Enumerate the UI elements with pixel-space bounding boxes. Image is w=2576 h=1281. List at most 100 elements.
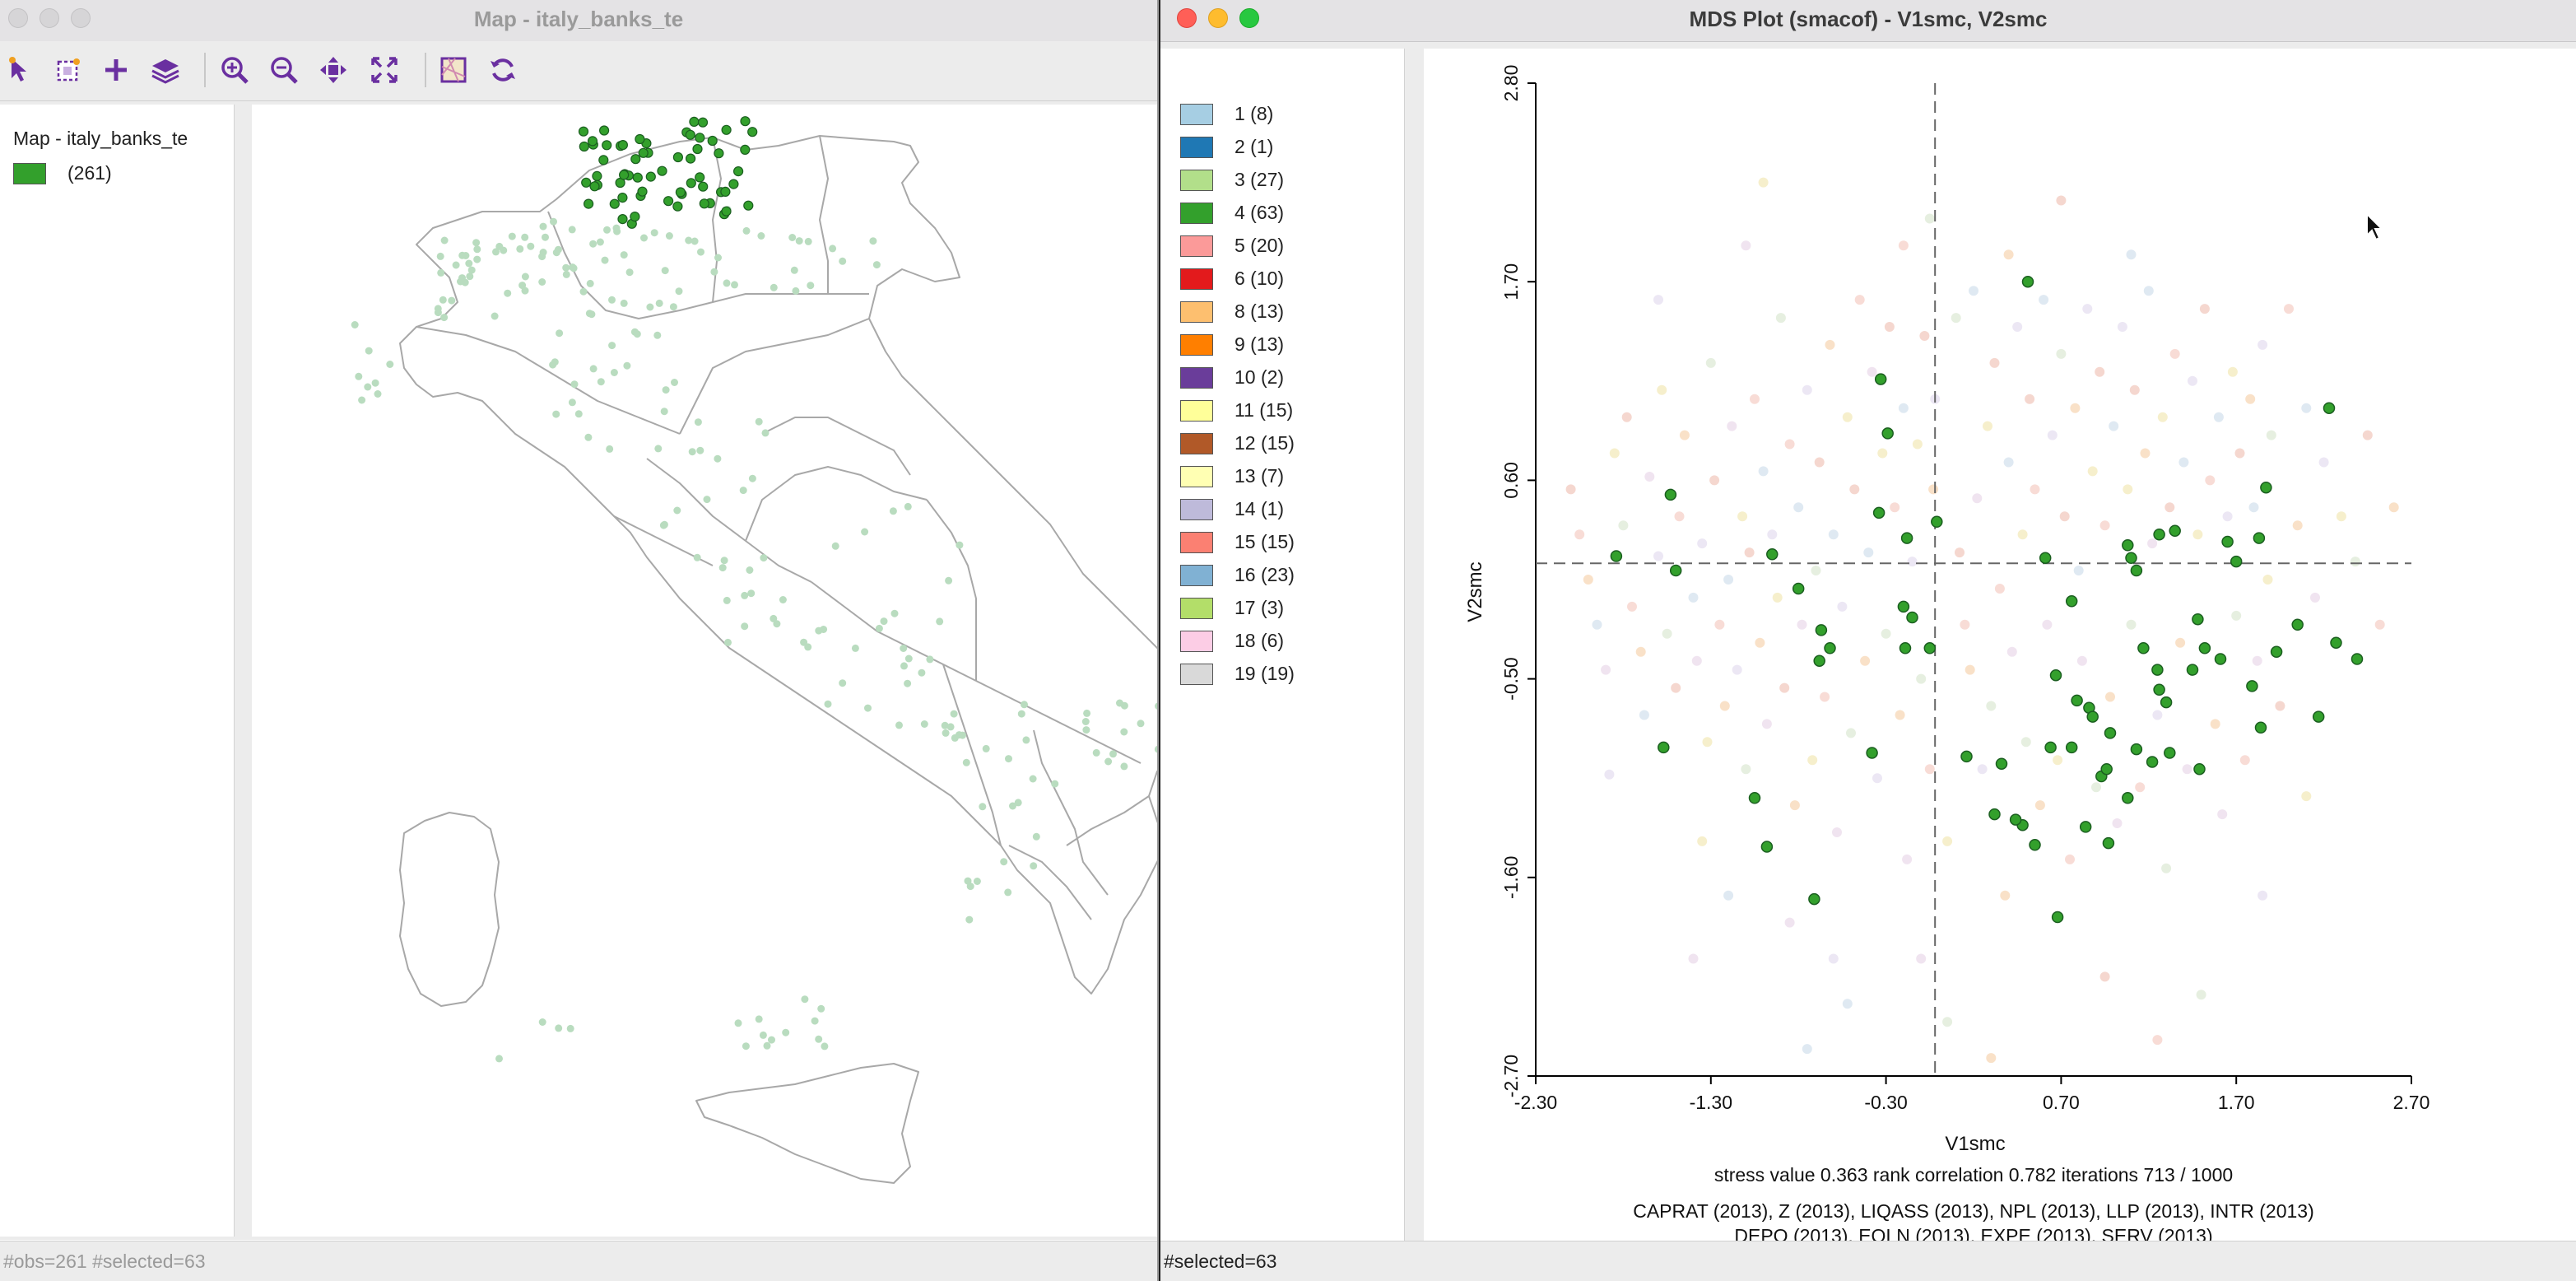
mds-legend-item[interactable]: 17 (3) [1180,597,1284,619]
bank-point-unselected [1005,755,1012,763]
bank-point-selected [740,116,751,127]
zoom-window-button[interactable] [1239,8,1259,28]
mds-point-unselected [1860,655,1871,666]
select-arrow-icon[interactable] [2,51,40,89]
bank-point-selected [728,179,739,189]
mds-point-unselected [2178,457,2189,468]
mds-point-unselected [2070,403,2081,413]
bank-point-unselected [457,277,464,286]
bank-point-unselected [760,554,768,562]
mds-legend-item[interactable]: 4 (63) [1180,202,1284,224]
mds-point-unselected [2199,304,2210,314]
mds-point-selected [2009,813,2022,826]
bank-point-unselected [439,296,447,304]
bank-point-selected [617,139,628,151]
mds-legend-item[interactable]: 1 (8) [1180,103,1273,125]
add-layer-plus-icon[interactable] [97,51,135,89]
bank-point-unselected [829,245,837,253]
pan-icon[interactable] [314,51,352,89]
mds-point-unselected [2217,809,2228,820]
bank-point-selected [732,165,744,177]
full-extent-icon[interactable] [365,51,403,89]
zoom-out-icon[interactable] [265,51,303,89]
mds-point-unselected [2350,557,2360,567]
bank-point-unselected [904,679,912,687]
mds-legend-item[interactable]: 15 (15) [1180,531,1295,553]
mds-legend-item[interactable]: 16 (23) [1180,564,1295,586]
mds-scatter-plot[interactable]: -2.30 -1.30 -0.30 0.70 1.70 2.70 2.80 1.70 0.60 -… [1424,49,2576,1246]
italy-map[interactable] [252,105,1157,1237]
mds-legend-item[interactable]: 13 (7) [1180,465,1284,487]
mds-point-unselected [1797,619,1807,630]
mds-point-unselected [2336,511,2346,522]
mds-legend-item[interactable]: 3 (27) [1180,169,1284,191]
mds-legend-item[interactable]: 11 (15) [1180,399,1293,422]
mds-legend-item[interactable]: 12 (15) [1180,432,1295,454]
mds-point-selected [1923,642,1937,654]
bank-point-unselected [675,287,683,296]
select-layer-icon[interactable] [49,51,87,89]
bank-point-unselected [654,445,663,453]
bank-point-unselected [890,609,899,617]
mds-point-unselected [2099,520,2110,531]
mds-legend-item[interactable]: 2 (1) [1180,136,1273,158]
mds-point-unselected [2239,755,2250,766]
bank-point-selected [721,206,732,217]
mds-point-selected [2039,552,2052,564]
close-window-button[interactable] [1177,8,1197,28]
basemap-icon[interactable] [435,51,472,89]
mds-point-selected [2198,642,2211,654]
mds-point-unselected [1714,619,1725,630]
map-legend-item[interactable]: (261) [13,162,112,184]
bank-point-unselected [757,232,765,240]
bank-point-unselected [748,474,756,482]
map-canvas[interactable] [252,105,1157,1237]
mds-point-selected [2049,668,2062,682]
mds-point-selected [2151,664,2164,676]
mds-point-unselected [1846,728,1856,738]
mds-legend-item[interactable]: 9 (13) [1180,333,1284,356]
bank-point-unselected [660,408,668,416]
mds-point-unselected [2196,990,2206,1000]
bank-point-selected [685,153,696,164]
bank-point-unselected [761,429,770,437]
mds-legend-item[interactable]: 14 (1) [1180,498,1284,520]
mds-legend-pane: 1 (8) 2 (1) 3 (27) 4 (63) 5 (20) 6 (10) 8 (13)… [1160,49,1405,1241]
zoom-window-button[interactable] [71,8,91,28]
bank-point-unselected [1000,858,1008,866]
mds-plot-area[interactable]: -2.30 -1.30 -0.30 0.70 1.70 2.70 2.80 1.70 0.60 -… [1424,49,2576,1246]
refresh-icon[interactable] [484,51,522,89]
mds-point-unselected [2056,195,2067,206]
bank-point-unselected [671,379,678,386]
mds-legend-item[interactable]: 6 (10) [1180,268,1284,290]
mds-point-unselected [1639,710,1649,720]
mds-point-unselected [1867,366,1877,377]
bank-point-unselected [790,266,798,274]
layers-icon[interactable] [146,51,184,89]
mds-point-unselected [1842,412,1853,422]
mds-legend-item[interactable]: 10 (2) [1180,366,1284,389]
mds-legend-item[interactable]: 8 (13) [1180,300,1284,323]
mainland-outline [399,135,1157,995]
bank-point-unselected [570,380,579,389]
bank-point-unselected [900,662,908,670]
mds-legend-item[interactable]: 19 (19) [1180,663,1295,685]
mds-point-unselected [1965,664,1975,675]
minimize-window-button[interactable] [1208,8,1228,28]
mds-legend-item[interactable]: 18 (6) [1180,630,1284,652]
close-window-button[interactable] [8,8,28,28]
bank-point-unselected [521,286,529,295]
mds-point-unselected [1960,619,1970,630]
bank-point-unselected [703,496,711,504]
mds-point-unselected [1688,592,1699,603]
mds-point-selected [1988,808,2001,821]
minimize-window-button[interactable] [40,8,59,28]
mds-point-unselected [1828,529,1839,540]
mds-legend-item[interactable]: 5 (20) [1180,235,1284,257]
bank-point-unselected [569,263,577,272]
map-legend-pane: Map - italy_banks_te (261) [0,105,235,1237]
mds-point-unselected [1674,511,1685,522]
bank-point-selected [599,125,610,136]
zoom-in-icon[interactable] [216,51,253,89]
mds-point-unselected [1849,484,1860,495]
